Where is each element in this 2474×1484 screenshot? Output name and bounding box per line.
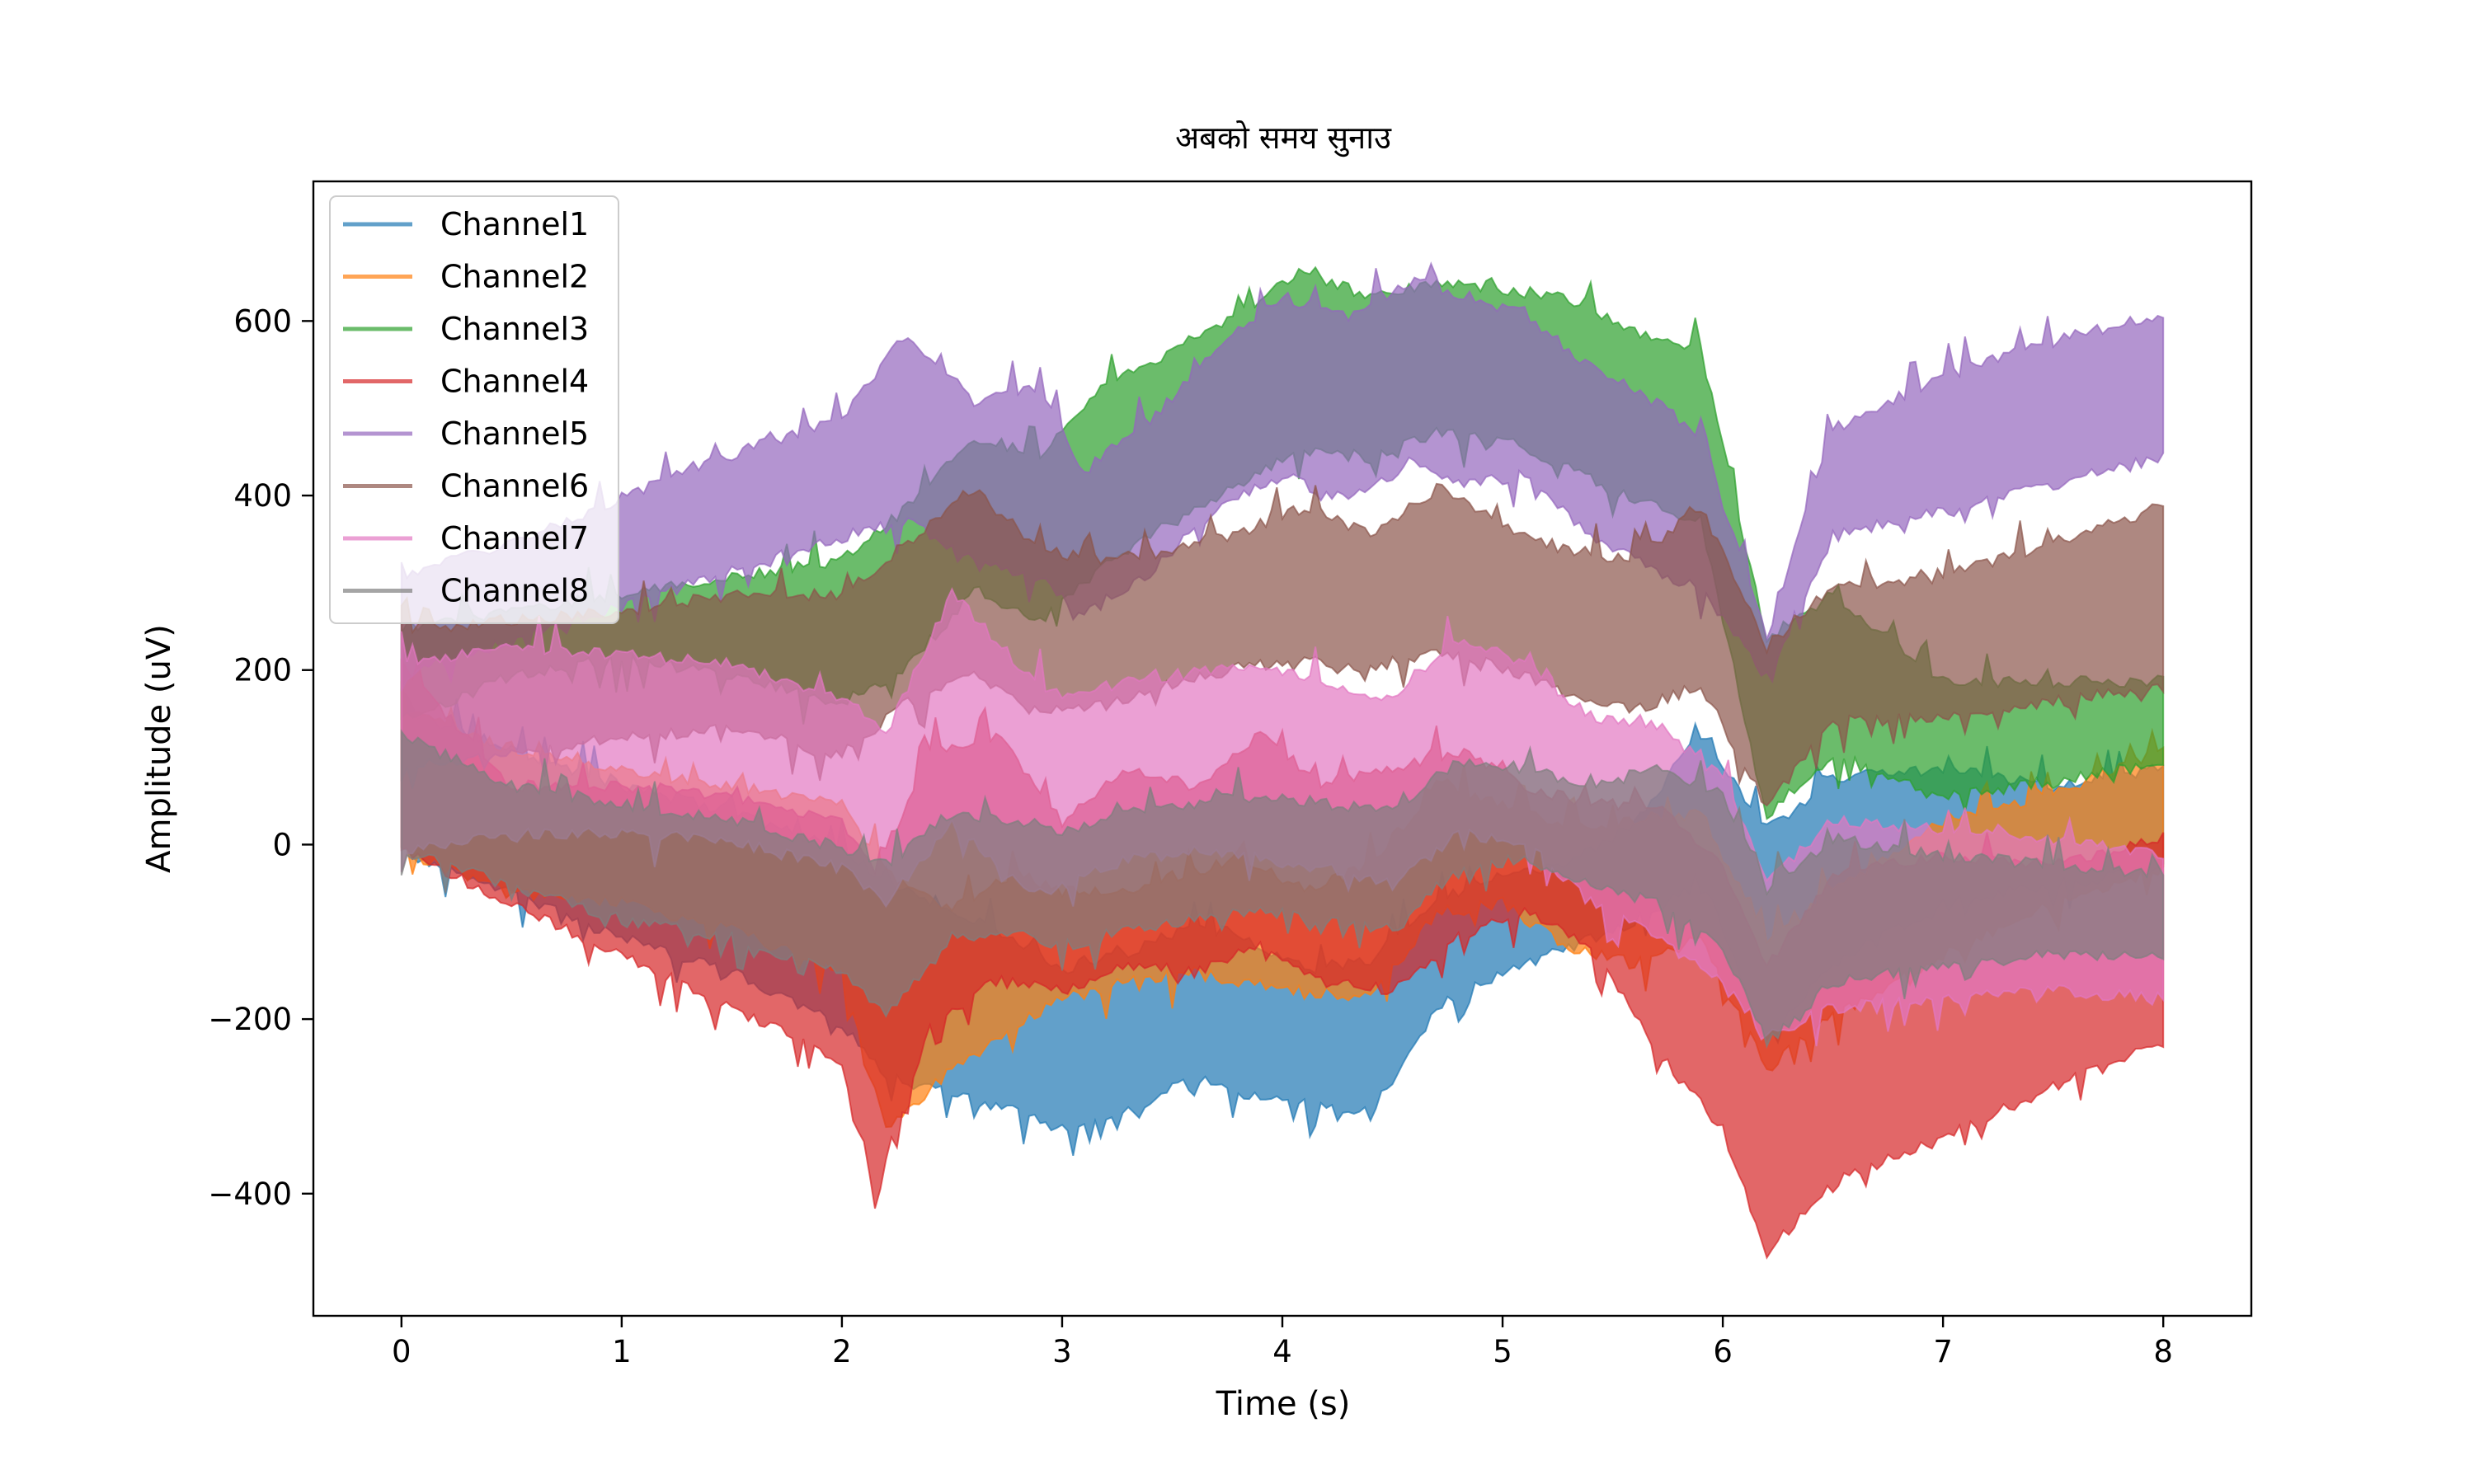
y-tick-label: 0 <box>272 827 292 862</box>
plot-area <box>400 261 2165 1260</box>
y-tick-label: −200 <box>208 1002 292 1037</box>
y-tick-label: 600 <box>233 303 292 339</box>
legend-label: Channel4 <box>440 364 589 400</box>
y-tick-label: 200 <box>233 653 292 688</box>
legend-label: Channel3 <box>440 311 589 347</box>
y-tick-label: −400 <box>208 1176 292 1212</box>
legend-label: Channel2 <box>440 259 589 295</box>
chart-title: अबको समय सुनाउ <box>1175 120 1392 157</box>
x-tick-label: 3 <box>1052 1334 1072 1369</box>
x-tick-label: 2 <box>832 1334 852 1369</box>
y-tick-label: 400 <box>233 478 292 514</box>
y-axis-label: Amplitude (uV) <box>140 624 178 873</box>
legend-label: Channel1 <box>440 206 589 242</box>
legend-label: Channel7 <box>440 520 589 556</box>
series-layer <box>400 261 2165 1260</box>
x-tick-label: 8 <box>2153 1334 2173 1369</box>
legend-box <box>329 195 619 624</box>
x-tick-label: 0 <box>392 1334 412 1369</box>
x-axis: 0 1 2 3 4 5 6 7 8 <box>392 1316 2173 1369</box>
x-tick-label: 6 <box>1713 1334 1733 1369</box>
legend-label: Channel6 <box>440 468 589 505</box>
y-axis: −400 −200 0 200 400 600 <box>208 303 313 1212</box>
legend-label: Channel5 <box>440 416 589 452</box>
legend-label: Channel8 <box>440 573 589 609</box>
x-tick-label: 4 <box>1272 1334 1292 1369</box>
x-tick-label: 1 <box>612 1334 632 1369</box>
x-tick-label: 5 <box>1493 1334 1512 1369</box>
legend: Channel1 Channel2 Channel3 Channel4 Channel5… <box>329 195 619 624</box>
x-axis-label: Time (s) <box>1216 1385 1351 1423</box>
series-channel8 <box>400 729 2165 1050</box>
x-tick-label: 7 <box>1933 1334 1953 1369</box>
